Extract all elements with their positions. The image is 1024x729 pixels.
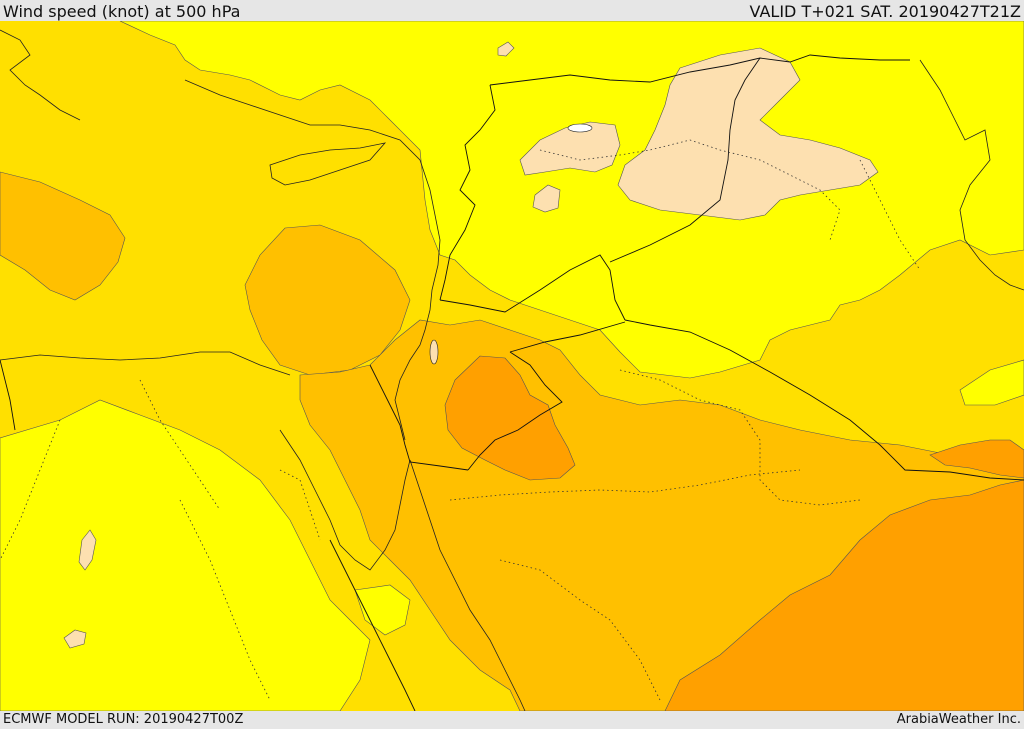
- light-yellow-zone-redsea: [354, 584, 411, 636]
- orange-zone-gulf-east: [929, 439, 1024, 479]
- title-bar: Wind speed (knot) at 500 hPa VALID T+021…: [0, 0, 1024, 21]
- orange-zone-southeast: [664, 479, 1024, 711]
- map-area: [0, 21, 1024, 711]
- calm-zone-iraq: [617, 47, 879, 221]
- model-run: ECMWF MODEL RUN: 20190427T00Z: [3, 712, 244, 727]
- orange-zone-jordan: [444, 355, 576, 481]
- calm-zone-small-3: [63, 629, 87, 649]
- wind-speed-map: [0, 21, 1024, 711]
- light-yellow-zone-east: [959, 359, 1024, 406]
- lake-tiberias: [429, 339, 439, 365]
- lake-assad: [567, 123, 593, 133]
- map-title: Wind speed (knot) at 500 hPa: [3, 2, 241, 21]
- country-borders: [0, 54, 1024, 711]
- footer-bar: ECMWF MODEL RUN: 20190427T00Z ArabiaWeat…: [0, 711, 1024, 729]
- calm-zone-small-2: [78, 529, 97, 571]
- calm-zone-small-4: [497, 41, 515, 57]
- calm-zone-syria: [519, 121, 621, 176]
- credit: ArabiaWeather Inc.: [896, 712, 1021, 727]
- gold-zone-west: [0, 171, 126, 301]
- light-yellow-zone-southwest: [0, 399, 371, 711]
- calm-zone-small-1: [532, 184, 561, 213]
- light-yellow-zone-north: [119, 21, 1024, 379]
- coastlines: [0, 29, 1024, 711]
- valid-time: VALID T+021 SAT. 20190427T21Z: [749, 2, 1021, 21]
- province-boundaries: [0, 139, 921, 701]
